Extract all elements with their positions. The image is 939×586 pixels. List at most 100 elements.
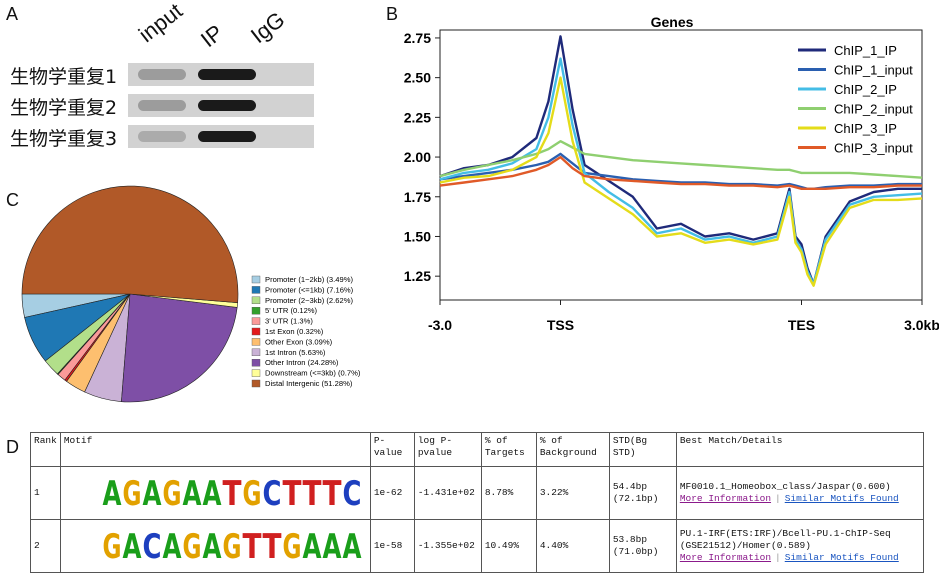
legend-swatch: [251, 296, 261, 305]
logo-letter: G: [182, 527, 201, 566]
header-std: STD(Bg STD): [608, 432, 677, 467]
legend-label: ChIP_1_IP: [834, 43, 897, 58]
replicate-label-3: 生物学重复3: [10, 128, 118, 150]
y-tick-label: 2.25: [404, 109, 431, 125]
std-cell: 53.8bp (71.0bp): [608, 519, 677, 573]
legend-label: Promoter (<=1kb) (7.16%): [265, 285, 354, 294]
peak-annotation-pie-chart: Promoter (1−2kb) (3.49%)Promoter (<=1kb)…: [21, 185, 361, 403]
legend-label: Promoter (2−3kb) (2.62%): [265, 296, 353, 305]
logo-letter: A: [162, 527, 181, 566]
logo-letter: G: [222, 527, 241, 566]
similar-motifs-link[interactable]: Similar Motifs Found: [784, 552, 899, 563]
band-input-2: [138, 100, 186, 111]
band-ip-3: [198, 131, 256, 142]
legend-label: 1st Intron (5.63%): [265, 348, 326, 357]
std-cell: 54.4bp (72.1bp): [608, 466, 677, 520]
rank-cell: 1: [30, 466, 61, 520]
header-targets: % of Targets: [480, 432, 537, 467]
header-motif: Motif: [59, 432, 371, 467]
more-information-link[interactable]: More Information: [679, 493, 772, 504]
band-input-1: [138, 69, 186, 80]
logo-letter: C: [262, 474, 281, 513]
lane-label-input: input: [133, 0, 187, 48]
series-line-chip-3-input: [439, 155, 922, 191]
panel-a-letter: A: [6, 4, 19, 24]
logo-letter: A: [302, 527, 321, 566]
background-cell: 4.40%: [535, 519, 610, 573]
logo-letter: G: [162, 474, 181, 513]
logo-letter: A: [322, 527, 341, 566]
panel-c-letter: C: [6, 190, 19, 210]
more-information-link[interactable]: More Information: [679, 552, 772, 563]
x-tick-label: TSS: [547, 317, 574, 333]
header-best-match: Best Match/Details: [675, 432, 924, 467]
tss-tes-profile-chart: Genes 1.25 1.50 1.75 2.00 2.25 2.50 2.75 -3.0 TS…: [404, 14, 939, 333]
logo-letter: T: [262, 527, 282, 566]
motif-table: Rank Motif P-value log P-pvalue % of Tar…: [30, 432, 924, 573]
replicate-label-1: 生物学重复1: [10, 66, 118, 88]
y-tick-label: 1.25: [404, 268, 431, 284]
logo-letter: C: [142, 527, 161, 566]
legend-swatch: [251, 275, 261, 284]
best-match-cell: PU.1-IRF(ETS:IRF)/Bcell-PU.1-ChIP-Seq (G…: [675, 519, 924, 573]
logo-letter: T: [302, 474, 322, 513]
logo-letter: G: [282, 527, 301, 566]
series-line-chip-3-ip: [439, 76, 923, 287]
chart-title: Genes: [651, 14, 694, 30]
header-background: % of Background: [535, 432, 610, 467]
logo-letter: A: [122, 527, 141, 566]
rank-cell: 2: [30, 519, 61, 573]
x-tick-label: -3.0: [428, 317, 452, 333]
table-header-row: Rank Motif P-value log P-pvalue % of Tar…: [30, 432, 924, 467]
legend-swatch: [251, 379, 261, 388]
blot-strip-3: [128, 125, 314, 148]
targets-cell: 10.49%: [480, 519, 537, 573]
panel-a: A input IP IgG 生物学重复1 生物学重复2 生物学重复3: [0, 0, 330, 175]
lane-label-ip: IP: [195, 19, 228, 53]
logo-letter: A: [202, 474, 221, 513]
logo-letter: T: [242, 527, 262, 566]
logo-letter: G: [122, 474, 141, 513]
legend-swatch: [251, 286, 261, 294]
legend-swatch: [251, 327, 261, 336]
logo-letter: T: [222, 474, 242, 513]
blot-strip-1: [128, 63, 314, 86]
log-pvalue-cell: -1.355e+02: [413, 519, 482, 573]
legend-label: Distal Intergenic (51.28%): [265, 379, 353, 388]
logo-letter: A: [342, 527, 361, 566]
background-cell: 3.22%: [535, 466, 610, 520]
band-ip-2: [198, 100, 256, 111]
homer-motif-table: Rank Motif P-value log P-pvalue % of Tar…: [30, 432, 924, 573]
legend-label: ChIP_2_IP: [834, 82, 897, 97]
pvalue-cell: 1e-62: [369, 466, 415, 520]
header-rank: Rank: [30, 432, 61, 467]
logo-letter: A: [102, 474, 121, 513]
header-pvalue: P-value: [369, 432, 415, 467]
header-log-pvalue: log P-pvalue: [413, 432, 482, 467]
logo-letter: A: [182, 474, 201, 513]
legend-label: 3' UTR (1.3%): [265, 317, 313, 326]
blot-strip-2: [128, 94, 314, 117]
logo-letter: C: [342, 474, 361, 513]
logo-letter: G: [242, 474, 261, 513]
replicate-label-2: 生物学重复2: [10, 97, 118, 119]
panel-d-letter: D: [6, 437, 19, 457]
pie-slice: [21, 185, 239, 304]
y-tick-label: 1.75: [404, 189, 431, 205]
lane-label-igg: IgG: [245, 6, 290, 49]
logo-letter: A: [202, 527, 221, 566]
legend-label: ChIP_3_input: [834, 141, 913, 156]
log-pvalue-cell: -1.431e+02: [413, 466, 482, 520]
legend-swatch: [251, 306, 261, 315]
logo-letter: T: [282, 474, 302, 513]
series-line-chip-2-input: [439, 139, 923, 179]
logo-letter: A: [142, 474, 161, 513]
band-ip-1: [198, 69, 256, 80]
x-tick-label: 3.0kb: [904, 317, 939, 333]
legend-swatch: [251, 348, 261, 357]
plot-frame: [439, 29, 923, 301]
legend-swatch: [251, 338, 261, 346]
similar-motifs-link[interactable]: Similar Motifs Found: [784, 493, 899, 504]
